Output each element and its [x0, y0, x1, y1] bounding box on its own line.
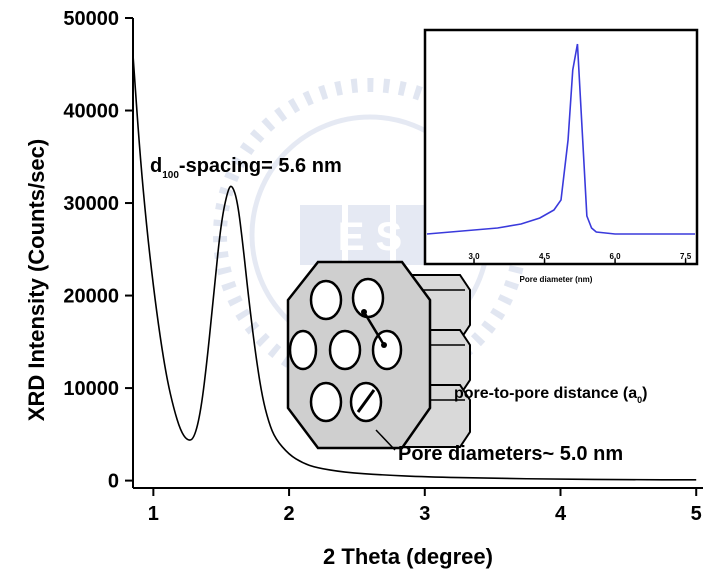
main-ticks: 1 2 3 4 5 0 10000 20000 30000 40000 50000	[63, 8, 701, 525]
x-axis-title: 2 Theta (degree)	[323, 544, 493, 569]
inset-ticks: 3.0 4.5 6.0 7.5	[468, 252, 692, 264]
y-tick-label: 30000	[63, 193, 119, 215]
inset-frame	[423, 28, 699, 266]
inset-x-axis-title: Pore diameter (nm)	[520, 275, 593, 284]
inset-pore-distribution-curve	[426, 43, 695, 235]
inset-x-tick-label: 7.5	[680, 252, 692, 261]
inset-chart: 3.0 4.5 6.0 7.5 Pore diameter (nm)	[423, 28, 699, 284]
x-tick-label: 3	[419, 503, 430, 525]
y-tick-label: 0	[108, 471, 119, 493]
pore-distance-label: pore-to-pore distance (a0)	[454, 385, 647, 405]
main-axes: 1 2 3 4 5 0 10000 20000 30000 40000 50000	[63, 8, 703, 525]
y-tick-label: 40000	[63, 101, 119, 123]
y-tick-label: 50000	[63, 8, 119, 30]
x-tick-label: 1	[148, 503, 159, 525]
inset-x-tick-label: 4.5	[539, 252, 551, 261]
hexagonal-pore-diagram	[286, 260, 471, 451]
y-tick-label: 10000	[63, 378, 119, 400]
inset-x-tick-label: 3.0	[468, 252, 480, 261]
x-tick-label: 4	[555, 503, 567, 525]
y-tick-label: 20000	[63, 286, 119, 308]
y-axis-title: XRD Intensity (Counts/sec)	[24, 139, 49, 421]
x-tick-label: 2	[284, 503, 295, 525]
watermark-text: E S	[338, 215, 402, 259]
inset-x-tick-label: 6.0	[610, 252, 622, 261]
x-tick-label: 5	[691, 503, 702, 525]
d100-spacing-label: d100-spacing= 5.6 nm	[150, 155, 342, 181]
main-xrd-curve	[132, 54, 697, 481]
pore-diameter-label: Pore diameters~ 5.0 nm	[398, 443, 623, 465]
